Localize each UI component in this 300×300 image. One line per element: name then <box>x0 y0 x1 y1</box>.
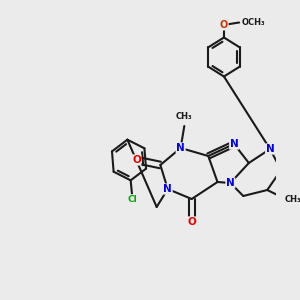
Text: CH₃: CH₃ <box>285 195 300 204</box>
Text: N: N <box>226 178 235 188</box>
Text: N: N <box>266 144 274 154</box>
Text: CH₃: CH₃ <box>176 112 193 122</box>
Text: Cl: Cl <box>127 195 137 204</box>
Text: N: N <box>230 139 239 149</box>
Text: O: O <box>187 217 196 227</box>
Text: OCH₃: OCH₃ <box>242 18 265 27</box>
Text: O: O <box>132 155 141 165</box>
Text: O: O <box>220 20 228 30</box>
Text: N: N <box>176 143 185 153</box>
Text: N: N <box>164 184 172 194</box>
